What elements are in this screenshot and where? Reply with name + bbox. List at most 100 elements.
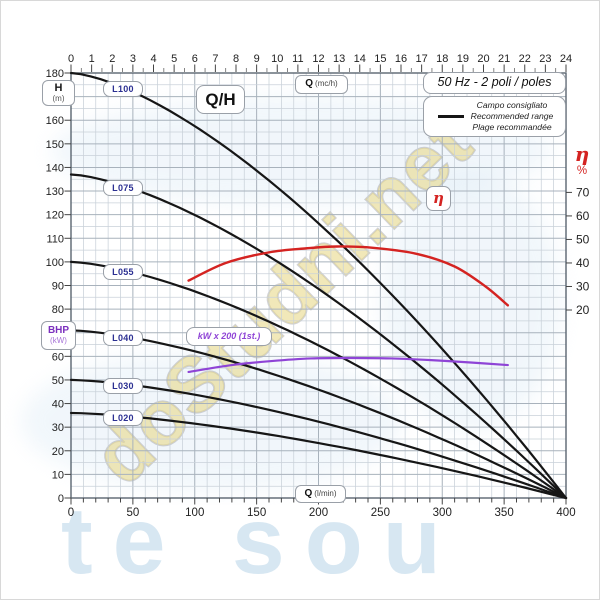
bhp-axis-unit-box: BHP (kW) bbox=[41, 321, 76, 350]
top-axis-title-box: Q (mc/h) bbox=[295, 75, 348, 94]
svg-text:21: 21 bbox=[498, 53, 510, 65]
h-axis-unit-box: H (m) bbox=[42, 80, 75, 106]
curve-label-L020: L020 bbox=[103, 410, 143, 427]
svg-text:100: 100 bbox=[46, 257, 64, 269]
svg-text:0: 0 bbox=[68, 53, 74, 65]
svg-text:50: 50 bbox=[126, 507, 139, 519]
chart-title-box: Q/H bbox=[196, 85, 245, 114]
svg-text:20: 20 bbox=[52, 446, 64, 458]
svg-text:50: 50 bbox=[52, 375, 64, 387]
pump-curve-L020 bbox=[69, 411, 568, 500]
bottom-axis-title-box: Q (l/min) bbox=[295, 485, 346, 503]
svg-text:100: 100 bbox=[185, 507, 204, 519]
curve-label-L040: L040 bbox=[103, 330, 143, 347]
svg-text:0: 0 bbox=[58, 493, 64, 505]
svg-text:4: 4 bbox=[150, 53, 156, 65]
svg-text:13: 13 bbox=[333, 53, 345, 65]
svg-text:24: 24 bbox=[560, 53, 572, 65]
bhp-axis-unit: (kW) bbox=[50, 335, 67, 345]
svg-text:90: 90 bbox=[52, 281, 64, 293]
svg-text:7: 7 bbox=[212, 53, 218, 65]
svg-text:40: 40 bbox=[52, 399, 64, 411]
svg-text:10: 10 bbox=[271, 53, 283, 65]
svg-text:14: 14 bbox=[354, 53, 366, 65]
top-axis-label: Q bbox=[305, 78, 314, 90]
efficiency-curve-label-box: η bbox=[426, 186, 451, 211]
h-axis-unit: (m) bbox=[52, 93, 65, 103]
curve-label-L100: L100 bbox=[103, 81, 143, 98]
legend-box: Campo consigliato Recommended range Plag… bbox=[423, 96, 566, 137]
pump-curve-L030 bbox=[69, 378, 568, 500]
power-curve bbox=[187, 356, 509, 374]
power-curve-label-box: kW x 200 (1st.) bbox=[186, 327, 272, 346]
svg-text:6: 6 bbox=[192, 53, 198, 65]
watermark-bottom-fragment: te sou bbox=[61, 488, 461, 594]
right-axis-unit: % bbox=[576, 165, 588, 177]
legend-text: Campo consigliato Recommended range Plag… bbox=[471, 100, 554, 133]
svg-text:180: 180 bbox=[46, 68, 64, 80]
svg-text:16: 16 bbox=[395, 53, 407, 65]
pump-curve-L055 bbox=[69, 260, 568, 500]
legend-line-1: Campo consigliato bbox=[476, 100, 548, 110]
svg-text:200: 200 bbox=[309, 507, 328, 519]
svg-text:60: 60 bbox=[52, 351, 64, 363]
svg-text:130: 130 bbox=[46, 186, 64, 198]
svg-text:20: 20 bbox=[477, 53, 489, 65]
svg-text:110: 110 bbox=[46, 233, 64, 245]
curve-label-L055: L055 bbox=[103, 264, 143, 281]
chart-title: Q/H bbox=[205, 89, 236, 109]
svg-text:11: 11 bbox=[292, 53, 303, 65]
svg-text:3: 3 bbox=[130, 53, 136, 65]
svg-text:20: 20 bbox=[576, 303, 590, 317]
svg-text:2: 2 bbox=[109, 53, 115, 65]
svg-text:5: 5 bbox=[171, 53, 177, 65]
legend-line-sample bbox=[437, 115, 464, 118]
svg-text:300: 300 bbox=[433, 507, 452, 519]
svg-text:80: 80 bbox=[52, 304, 64, 316]
svg-text:0: 0 bbox=[68, 507, 74, 519]
svg-text:23: 23 bbox=[539, 53, 551, 65]
svg-text:250: 250 bbox=[371, 507, 390, 519]
right-axis-symbol: η bbox=[574, 142, 590, 166]
svg-text:10: 10 bbox=[52, 469, 64, 481]
svg-text:19: 19 bbox=[457, 53, 469, 65]
svg-text:50: 50 bbox=[576, 232, 590, 246]
efficiency-symbol: η bbox=[433, 188, 444, 207]
svg-text:400: 400 bbox=[556, 507, 575, 519]
bottom-axis-label: Q bbox=[304, 487, 313, 499]
right-axis-title: η % bbox=[568, 144, 596, 178]
svg-text:160: 160 bbox=[46, 115, 64, 127]
curve-label-L030: L030 bbox=[103, 378, 143, 395]
pump-curve-L040 bbox=[69, 329, 568, 500]
bhp-axis-label: BHP bbox=[47, 325, 70, 337]
pump-curve-L075 bbox=[69, 173, 568, 500]
svg-text:60: 60 bbox=[576, 209, 590, 223]
svg-text:1: 1 bbox=[89, 53, 95, 65]
svg-text:30: 30 bbox=[52, 422, 64, 434]
svg-text:150: 150 bbox=[46, 139, 64, 151]
svg-text:120: 120 bbox=[46, 210, 64, 222]
legend-line-2: Recommended range bbox=[470, 111, 554, 121]
svg-text:12: 12 bbox=[312, 53, 324, 65]
svg-text:22: 22 bbox=[519, 53, 531, 65]
svg-text:8: 8 bbox=[233, 53, 239, 65]
svg-text:18: 18 bbox=[436, 53, 448, 65]
pump-curve-L100 bbox=[69, 71, 568, 500]
h-axis-label: H bbox=[54, 82, 63, 95]
power-curve-label: kW x 200 (1st.) bbox=[197, 330, 261, 341]
svg-text:350: 350 bbox=[495, 507, 514, 519]
frequency-box: 50 Hz - 2 poli / poles bbox=[423, 72, 566, 94]
frequency-label: 50 Hz - 2 poli / poles bbox=[437, 75, 552, 90]
svg-text:140: 140 bbox=[46, 162, 64, 174]
svg-text:40: 40 bbox=[576, 256, 590, 270]
top-axis-unit: (mc/h) bbox=[315, 79, 338, 89]
bottom-axis-unit: (l/min) bbox=[314, 488, 337, 498]
svg-text:9: 9 bbox=[254, 53, 260, 65]
curve-label-L075: L075 bbox=[103, 179, 143, 196]
svg-text:30: 30 bbox=[576, 279, 590, 293]
svg-text:70: 70 bbox=[576, 185, 590, 199]
efficiency-curve bbox=[187, 245, 510, 307]
svg-text:17: 17 bbox=[416, 53, 428, 65]
